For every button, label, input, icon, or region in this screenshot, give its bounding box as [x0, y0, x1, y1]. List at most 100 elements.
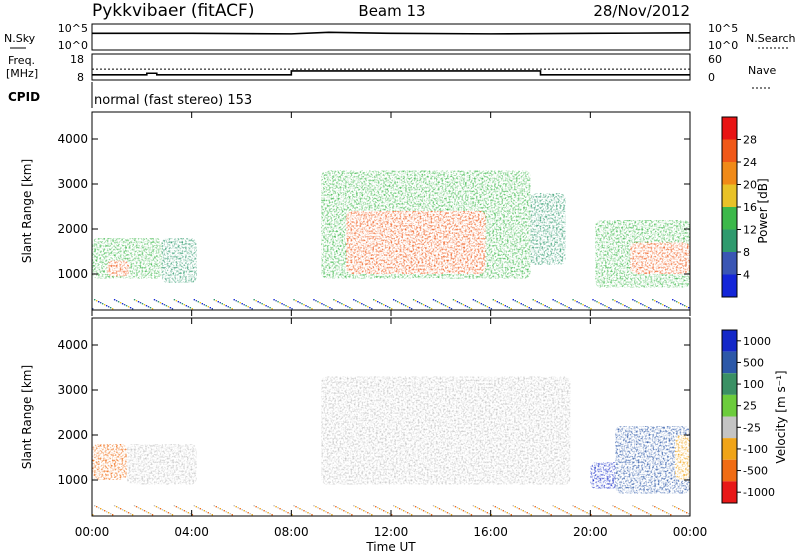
- ground-scatter-pixel: [237, 507, 239, 509]
- ground-scatter-pixel: [225, 305, 227, 307]
- ground-scatter-pixel: [418, 508, 421, 510]
- ground-scatter-pixel: [488, 307, 491, 309]
- ground-scatter-pixel: [223, 304, 225, 306]
- data-region-5: [346, 211, 486, 274]
- ground-scatter-pixel: [305, 305, 307, 307]
- ground-scatter-pixel: [263, 510, 265, 512]
- ground-scatter-pixel: [391, 514, 393, 516]
- ground-scatter-pixel: [203, 510, 206, 512]
- ground-scatter-pixel: [245, 305, 247, 307]
- ground-scatter-pixel: [323, 510, 325, 512]
- ground-scatter-pixel: [396, 301, 399, 303]
- ground-scatter-pixel: [614, 506, 616, 508]
- ground-scatter-pixel: [598, 508, 600, 510]
- ground-scatter-pixel: [265, 511, 267, 513]
- velocity-colorbar: 1000 500 100 25 -25 -100 -500 -1000: [721, 329, 775, 504]
- colorbar-swatch: [722, 184, 737, 207]
- nave-label: Nave: [748, 64, 776, 77]
- ground-scatter-pixel: [644, 305, 646, 307]
- ground-scatter-pixel: [119, 302, 122, 304]
- colorbar-swatch: [722, 416, 737, 439]
- ground-scatter-pixel: [99, 508, 102, 510]
- ground-scatter-pixel: [115, 506, 118, 508]
- ground-scatter-pixel: [99, 302, 102, 304]
- ground-scatter-pixel: [538, 508, 540, 510]
- ground-scatter-pixel: [430, 514, 433, 516]
- ground-scatter-pixel: [173, 505, 176, 507]
- ground-scatter-pixel: [440, 303, 443, 305]
- y-tick-label: 2000: [57, 222, 88, 236]
- ground-scatter-pixel: [279, 508, 281, 510]
- ground-scatter-pixel: [121, 303, 124, 305]
- ground-scatter-pixel: [600, 509, 602, 511]
- ground-scatter-pixel: [516, 301, 518, 303]
- ground-scatter-pixel: [602, 510, 604, 512]
- ground-scatter-pixel: [406, 512, 409, 514]
- ground-scatter-pixel: [231, 308, 233, 310]
- ground-scatter-pixel: [281, 509, 283, 511]
- ground-scatter-pixel: [668, 307, 670, 309]
- ground-scatter-pixel: [624, 511, 626, 513]
- ground-scatter-pixel: [540, 303, 542, 305]
- ground-scatter-pixel: [494, 300, 497, 302]
- ground-scatter-pixel: [622, 510, 624, 512]
- ground-scatter-pixel: [141, 303, 144, 305]
- ground-scatter-pixel: [548, 307, 550, 309]
- y-tick-label: 2000: [57, 428, 88, 442]
- ground-scatter-pixel: [179, 508, 182, 510]
- ground-scatter-pixel: [209, 513, 212, 515]
- ground-scatter-pixel: [235, 506, 237, 508]
- freq-left-tick-bottom: 8: [77, 71, 84, 84]
- ground-scatter-pixel: [121, 509, 124, 511]
- ground-scatter-pixel: [634, 300, 636, 302]
- ground-scatter-pixel: [426, 306, 429, 308]
- ground-scatter-pixel: [379, 508, 381, 510]
- ground-scatter-pixel: [271, 514, 273, 516]
- ground-scatter-pixel: [169, 307, 172, 309]
- ground-scatter-pixel: [339, 302, 341, 304]
- power-colorbar: 4 8 12 16 20 24 28: [721, 116, 757, 298]
- power-colorbar-label: Power [dB]: [756, 178, 770, 243]
- ground-scatter-pixel: [478, 302, 481, 304]
- ground-scatter-pixel: [385, 511, 387, 513]
- ground-scatter-pixel: [448, 307, 451, 309]
- ground-scatter-pixel: [438, 302, 441, 304]
- ground-scatter-pixel: [560, 303, 562, 305]
- ground-scatter-pixel: [373, 299, 375, 301]
- ground-scatter-pixel: [616, 507, 618, 509]
- ground-scatter-pixel: [103, 510, 106, 512]
- ground-scatter-pixel: [283, 510, 285, 512]
- ground-scatter-pixel: [594, 300, 596, 302]
- ground-scatter-pixel: [630, 308, 632, 310]
- freq-left-tick-top: 18: [70, 53, 84, 66]
- ground-scatter-pixel: [678, 508, 680, 510]
- ground-scatter-pixel: [165, 305, 168, 307]
- ground-scatter-pixel: [584, 305, 586, 307]
- ground-scatter-pixel: [151, 308, 154, 310]
- colorbar-swatch: [722, 162, 737, 185]
- ground-scatter-pixel: [526, 306, 528, 308]
- ground-scatter-pixel: [271, 308, 273, 310]
- ground-scatter-pixel: [626, 306, 628, 308]
- y-tick-label: 3000: [57, 177, 88, 191]
- ground-scatter-pixel: [438, 508, 441, 510]
- ground-scatter-pixel: [554, 506, 556, 508]
- ground-scatter-pixel: [125, 511, 128, 513]
- ground-scatter-pixel: [466, 512, 469, 514]
- ground-scatter-pixel: [263, 304, 265, 306]
- ground-scatter-pixel: [576, 507, 578, 509]
- ground-scatter-pixel: [215, 506, 217, 508]
- ground-scatter-pixel: [123, 304, 126, 306]
- ground-scatter-pixel: [564, 511, 566, 513]
- ground-scatter-pixel: [460, 303, 463, 305]
- ground-scatter-pixel: [343, 304, 345, 306]
- ground-scatter-pixel: [95, 300, 98, 302]
- ground-scatter-pixel: [215, 300, 217, 302]
- ground-scatter-pixel: [355, 300, 357, 302]
- freq-panel: Freq. [MHz] 18 8 60 0 Nave: [6, 53, 776, 89]
- x-tick-label: 04:00: [174, 525, 209, 539]
- x-tick-label: 08:00: [274, 525, 309, 539]
- ground-scatter-pixel: [512, 505, 514, 507]
- ground-scatter-pixel: [440, 509, 443, 511]
- ground-scatter-pixel: [508, 307, 511, 309]
